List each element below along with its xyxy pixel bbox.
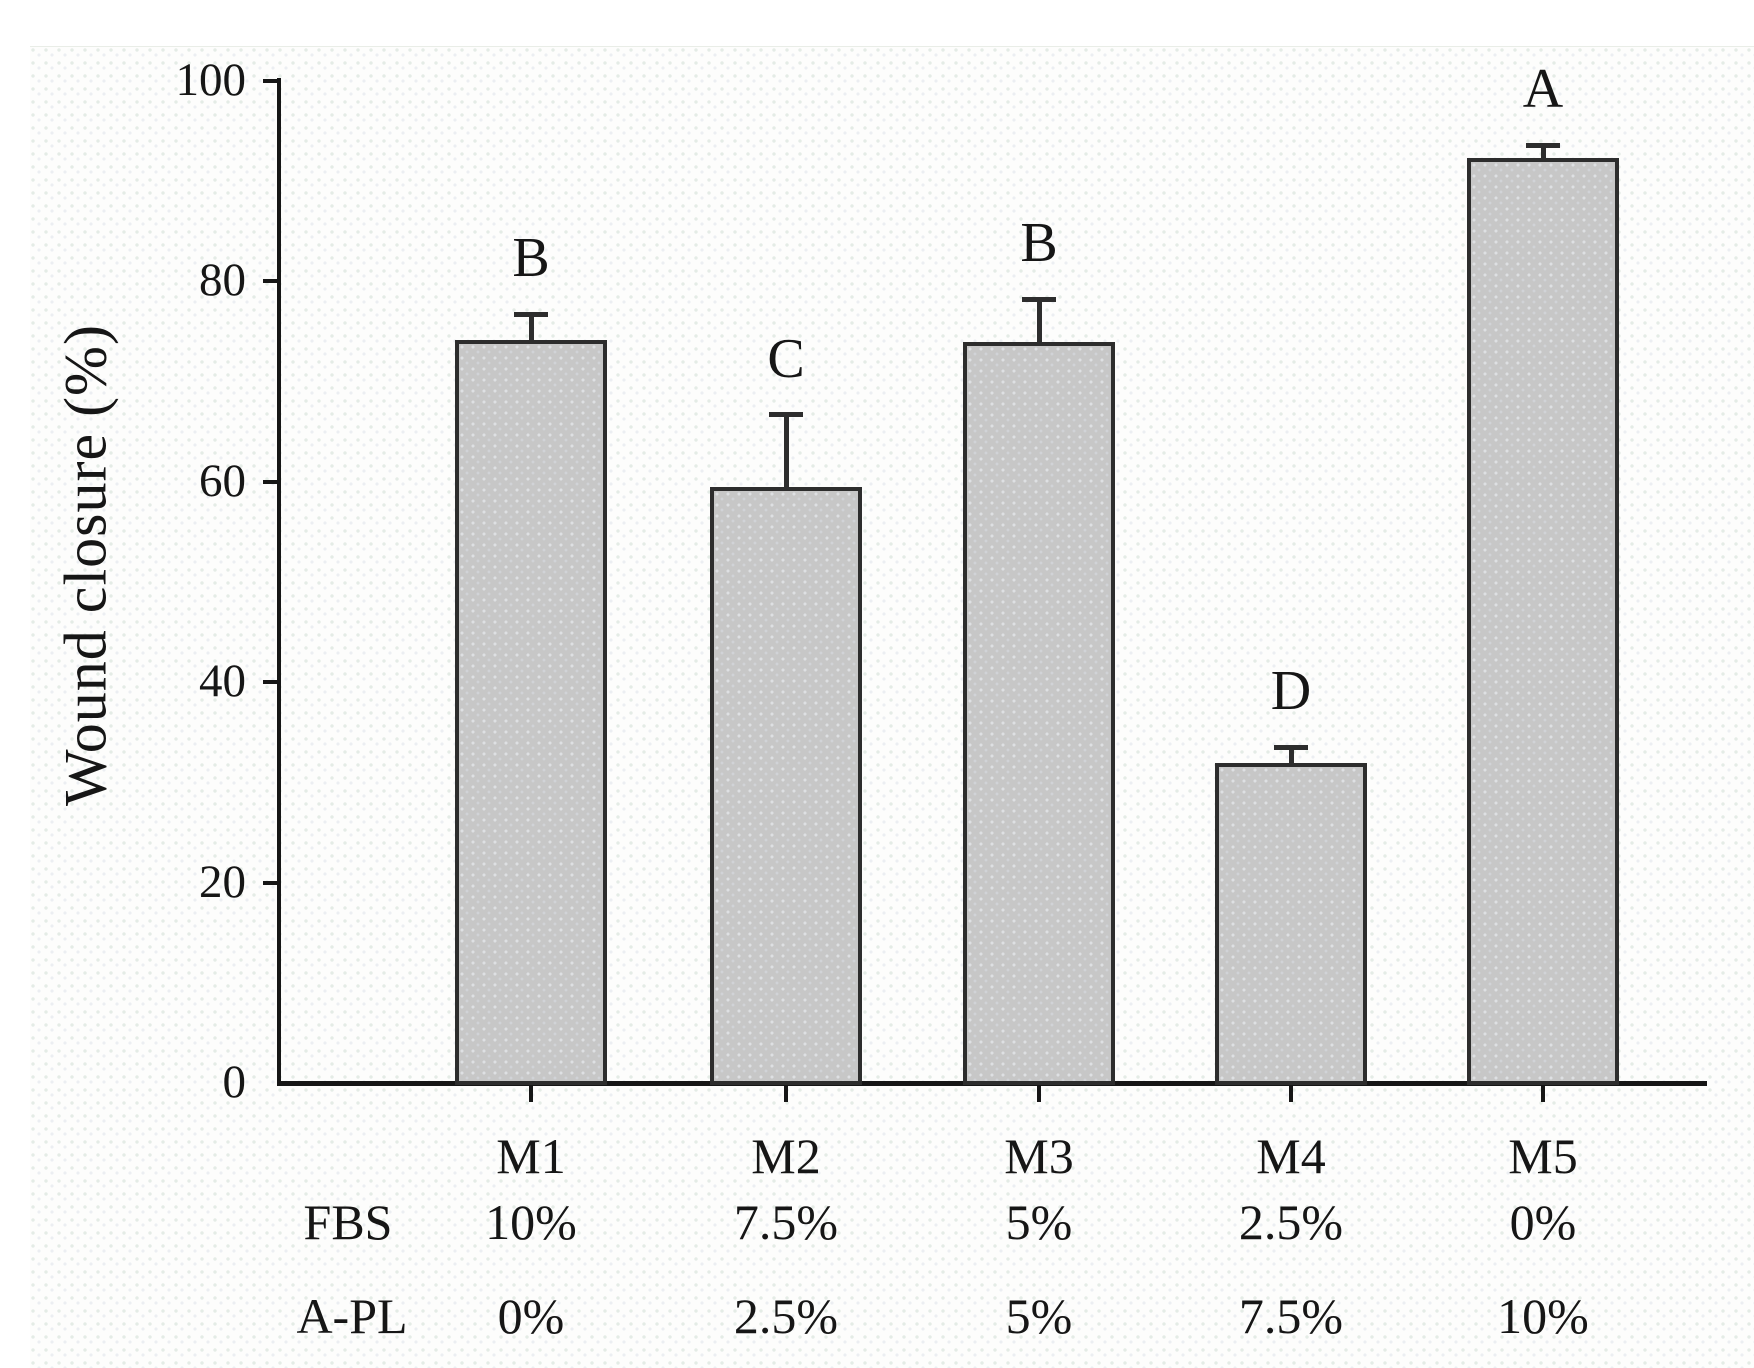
- category-label-M3: M3: [1004, 1128, 1074, 1184]
- row-A-PL-value-M5: 10%: [1497, 1288, 1589, 1344]
- error-bar-cap-M5: [1526, 142, 1560, 148]
- bar-M2: [710, 486, 862, 1085]
- error-bar-cap-M1: [514, 311, 548, 317]
- row-FBS-value-M2: 7.5%: [733, 1194, 839, 1250]
- y-axis-title-text: Wound closure (%): [52, 323, 119, 807]
- sig-letter-M2: C: [767, 327, 805, 390]
- x-tick-M1: [529, 1086, 533, 1102]
- sig-letter-M1: B: [512, 227, 550, 290]
- bar-M1: [455, 339, 607, 1085]
- error-bar-cap-M2: [769, 412, 803, 418]
- error-bar-whisker-M4: [1288, 747, 1294, 764]
- y-tick-label-80: 80: [199, 254, 246, 307]
- row-FBS-value-M3: 5%: [1005, 1194, 1073, 1250]
- row-header-FBS: FBS: [303, 1194, 393, 1250]
- bar-M5: [1467, 158, 1619, 1085]
- error-bar-whisker-M2: [783, 414, 789, 487]
- row-A-PL-value-M1: 0%: [497, 1288, 565, 1344]
- y-tick-label-0: 0: [222, 1056, 247, 1108]
- sig-letter-M3: B: [1020, 212, 1058, 275]
- error-bar-whisker-M1: [528, 314, 534, 340]
- x-tick-M3: [1037, 1086, 1041, 1102]
- bar-M4: [1215, 763, 1367, 1085]
- row-FBS-value-M5: 0%: [1509, 1194, 1577, 1250]
- category-label-M5: M5: [1508, 1128, 1578, 1184]
- y-tick-label-20: 20: [199, 855, 246, 908]
- y-tick-label-60: 60: [199, 454, 246, 507]
- x-tick-M2: [784, 1086, 788, 1102]
- category-label-M1: M1: [496, 1128, 566, 1184]
- y-tick-label-100: 100: [175, 54, 247, 106]
- row-FBS-value-M1: 10%: [485, 1194, 577, 1250]
- category-label-M2: M2: [751, 1128, 821, 1184]
- category-label-M4: M4: [1256, 1128, 1326, 1184]
- error-bar-whisker-M3: [1036, 299, 1042, 342]
- y-tick-label-40: 40: [199, 655, 246, 708]
- y-tick-20: [263, 880, 277, 885]
- error-bar-cap-M3: [1022, 296, 1056, 302]
- row-A-PL-value-M3: 5%: [1005, 1288, 1073, 1344]
- row-A-PL-value-M2: 2.5%: [733, 1288, 839, 1344]
- figure-background: [30, 46, 1754, 1368]
- y-axis-line: [277, 78, 281, 1085]
- error-bar-whisker-M5: [1540, 145, 1546, 159]
- error-bar-cap-M4: [1274, 744, 1308, 750]
- row-header-A-PL: A-PL: [296, 1288, 408, 1344]
- x-tick-M4: [1289, 1086, 1293, 1102]
- bar-M3: [963, 341, 1115, 1085]
- row-FBS-value-M4: 2.5%: [1238, 1194, 1344, 1250]
- y-tick-40: [263, 680, 277, 685]
- x-tick-M5: [1541, 1086, 1545, 1102]
- y-tick-60: [263, 479, 277, 484]
- y-tick-100: [263, 79, 277, 83]
- y-tick-80: [263, 279, 277, 284]
- sig-letter-M5: A: [1522, 58, 1564, 121]
- sig-letter-M4: D: [1270, 660, 1312, 723]
- row-A-PL-value-M4: 7.5%: [1238, 1288, 1344, 1344]
